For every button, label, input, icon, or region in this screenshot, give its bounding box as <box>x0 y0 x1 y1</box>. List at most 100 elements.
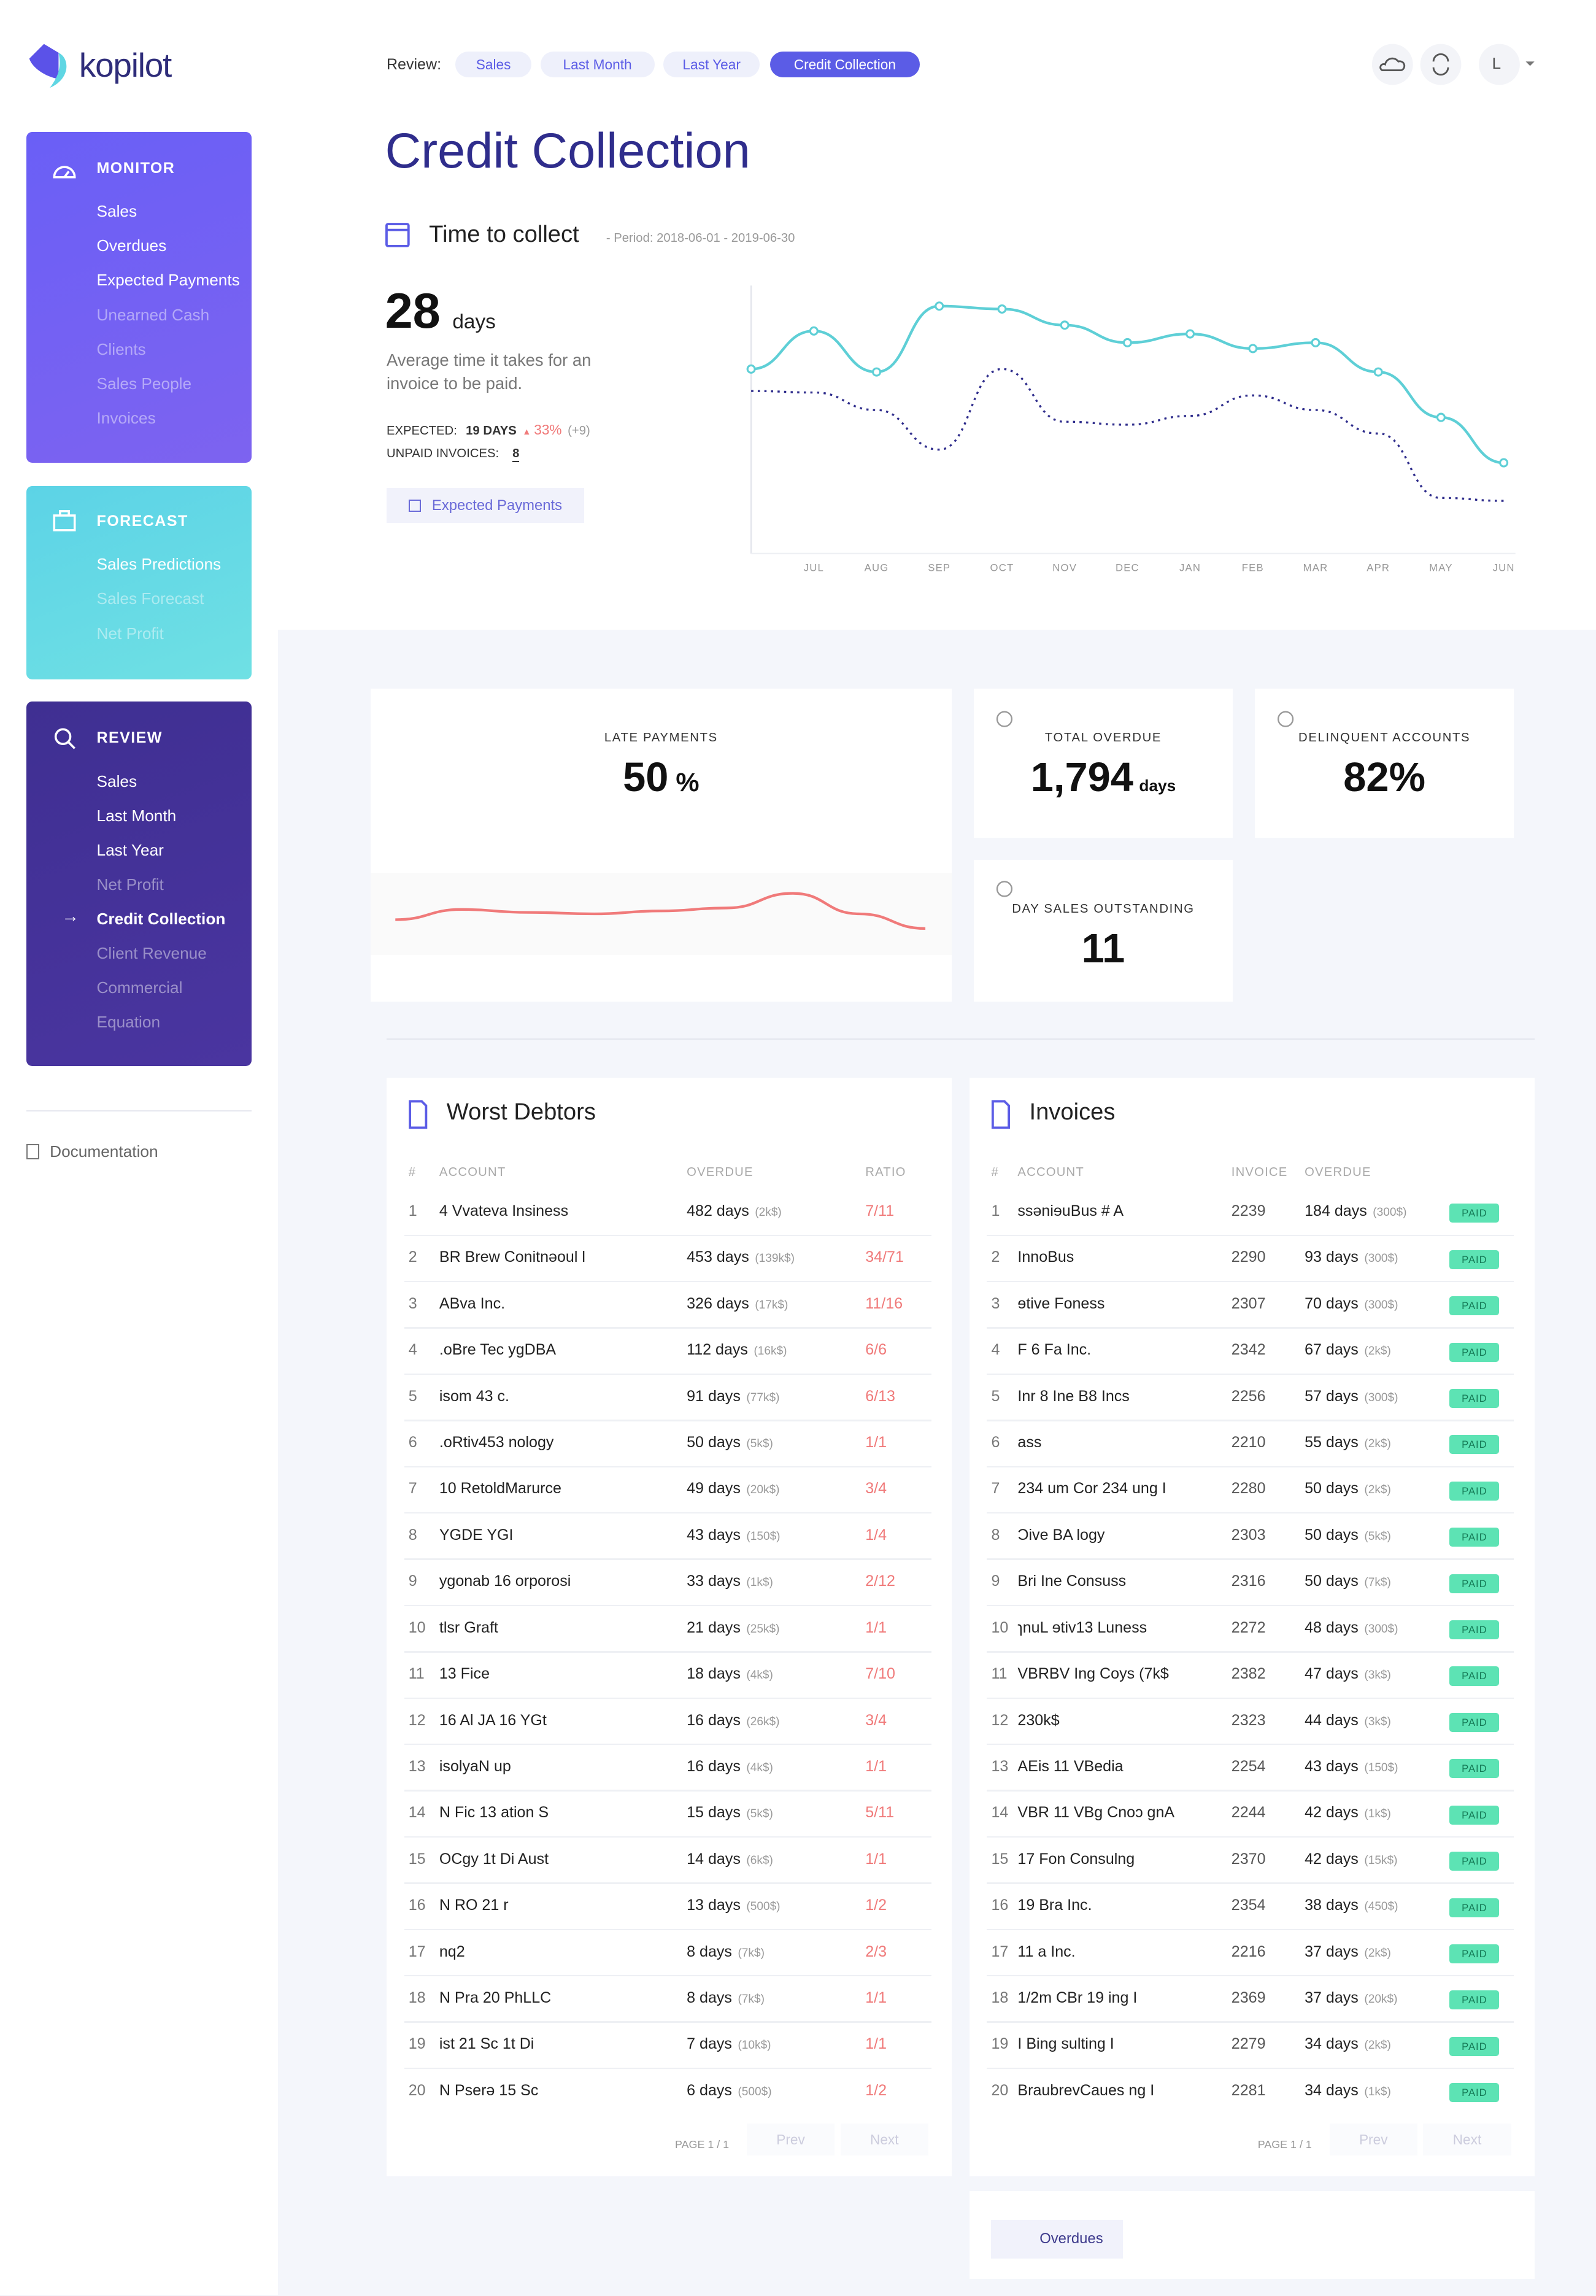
unpaid-value: 8 <box>512 447 520 462</box>
menu-item[interactable]: Net Profit <box>96 875 164 894</box>
days: 14 days <box>687 1850 741 1868</box>
unit: days <box>452 310 496 333</box>
menu-item[interactable]: Commercial <box>96 978 183 997</box>
next-button[interactable]: Next <box>840 2123 928 2156</box>
days: 33 days <box>687 1572 741 1590</box>
row-divider <box>987 1975 1514 1977</box>
row-number: 19 <box>408 2035 426 2053</box>
period: - Period: 2018-06-01 - 2019-06-30 <box>606 231 795 245</box>
days: 482 days <box>687 1202 749 1220</box>
row-number: 20 <box>408 2081 426 2099</box>
point <box>1373 367 1383 377</box>
row-number: 17 <box>408 1942 426 1960</box>
point <box>1499 458 1509 468</box>
menu-item[interactable]: Sales Predictions <box>96 555 222 574</box>
menu-item[interactable]: Unearned Cash <box>96 305 210 324</box>
account: 1/2m CBr 19 ing I <box>1017 1989 1138 2006</box>
btn-icon <box>408 499 422 512</box>
days: 38 days <box>1305 1896 1359 1914</box>
status-badge: PAID <box>1449 1759 1500 1779</box>
prev-button[interactable]: Prev <box>1329 2123 1417 2156</box>
overdue: 453 days (139k$) <box>687 1248 795 1266</box>
menu-item[interactable]: Equation <box>96 1013 161 1032</box>
ratio: 1/1 <box>865 2035 887 2053</box>
status-badge: PAID <box>1449 1805 1500 1825</box>
status-badge: PAID <box>1449 2036 1500 2056</box>
menu-item[interactable]: Net Profit <box>96 624 164 643</box>
row-divider <box>987 1234 1514 1236</box>
row-divider <box>404 1420 931 1421</box>
row-number: 8 <box>991 1526 1000 1544</box>
invoice: 2323 <box>1231 1711 1266 1729</box>
overdues-button[interactable]: Overdues <box>991 2220 1124 2259</box>
days: 57 days <box>1305 1387 1359 1405</box>
overdue: 34 days (1k$) <box>1305 2082 1391 2100</box>
account: F 6 Fa Inc. <box>1017 1341 1092 1359</box>
menu-item[interactable]: Sales People <box>96 374 192 393</box>
account: N RO 21 r <box>439 1896 509 1914</box>
account: ass <box>1017 1434 1042 1451</box>
button[interactable]: Expected Payments <box>386 487 585 523</box>
menu-item[interactable]: Sales Forecast <box>96 589 204 608</box>
row-divider <box>404 1744 931 1745</box>
section-title: Time to collect <box>429 221 579 248</box>
amount: (500$) <box>746 1900 781 1914</box>
line <box>395 892 926 930</box>
row-divider <box>987 1466 1514 1467</box>
row-number: 19 <box>991 2035 1009 2053</box>
row-divider <box>987 1928 1514 1930</box>
row-number: 3 <box>991 1294 1000 1312</box>
ratio: 1/1 <box>865 1618 887 1636</box>
overdue: 7 days (10k$) <box>687 2035 771 2053</box>
amount: (5k$) <box>746 1807 773 1821</box>
invoice: 2281 <box>1231 2081 1266 2099</box>
days: 16 days <box>687 1757 741 1775</box>
overdue: 93 days (300$) <box>1305 1248 1398 1266</box>
menu-item[interactable]: Clients <box>96 339 146 358</box>
user[interactable]: L <box>1492 54 1502 73</box>
days: 16 days <box>687 1711 741 1729</box>
menu-item[interactable]: Sales <box>96 202 137 221</box>
x-tick-label: AUG <box>865 562 889 574</box>
section-title: REVIEW <box>96 729 163 747</box>
pill[interactable]: Last Year <box>663 51 760 78</box>
overdue: 38 days (450$) <box>1305 1896 1398 1914</box>
menu-item[interactable]: Client Revenue <box>96 943 207 962</box>
menu-item[interactable]: Invoices <box>96 408 156 427</box>
overdue: 50 days (5k$) <box>1305 1526 1391 1544</box>
next-button[interactable]: Next <box>1423 2123 1511 2156</box>
invoice: 2382 <box>1231 1665 1266 1683</box>
menu-item[interactable]: Last Month <box>96 806 177 825</box>
overdue: 91 days (77k$) <box>687 1388 779 1405</box>
days: 91 days <box>687 1387 741 1405</box>
pill[interactable]: Credit Collection <box>770 51 920 78</box>
invoice: 2254 <box>1231 1757 1266 1775</box>
row-number: 15 <box>991 1850 1009 1868</box>
amount: (4k$) <box>746 1669 773 1682</box>
menu-item[interactable]: Overdues <box>96 236 167 255</box>
brand: kopilot <box>79 45 172 84</box>
amount: (17k$) <box>755 1298 788 1312</box>
overdue: 15 days (5k$) <box>687 1804 773 1822</box>
menu-item[interactable]: Sales <box>96 771 137 790</box>
prev-button[interactable]: Prev <box>746 2123 835 2156</box>
account: 230k$ <box>1017 1711 1060 1729</box>
invoice: 2303 <box>1231 1526 1266 1544</box>
pill[interactable]: Sales <box>455 51 532 78</box>
menu-item[interactable]: Last Year <box>96 840 164 859</box>
ratio: 11/16 <box>865 1294 903 1312</box>
column-header: # <box>991 1165 999 1180</box>
row-number: 10 <box>408 1618 426 1636</box>
row-divider <box>404 1373 931 1375</box>
menu-item[interactable]: Expected Payments <box>96 271 240 290</box>
kpi-label: TOTAL OVERDUE <box>1044 730 1162 744</box>
overdue: 33 days (1k$) <box>687 1572 773 1590</box>
row-divider <box>404 1234 931 1236</box>
menu-item[interactable]: Credit Collection <box>96 909 226 928</box>
amount: (15k$) <box>1364 1853 1398 1867</box>
x-tick-label: JUN <box>1493 562 1515 574</box>
days: 34 days <box>1305 2081 1359 2099</box>
doc-link[interactable]: Documentation <box>50 1142 158 1161</box>
kpi-value: 82% <box>1255 754 1514 801</box>
pill[interactable]: Last Month <box>540 51 655 78</box>
